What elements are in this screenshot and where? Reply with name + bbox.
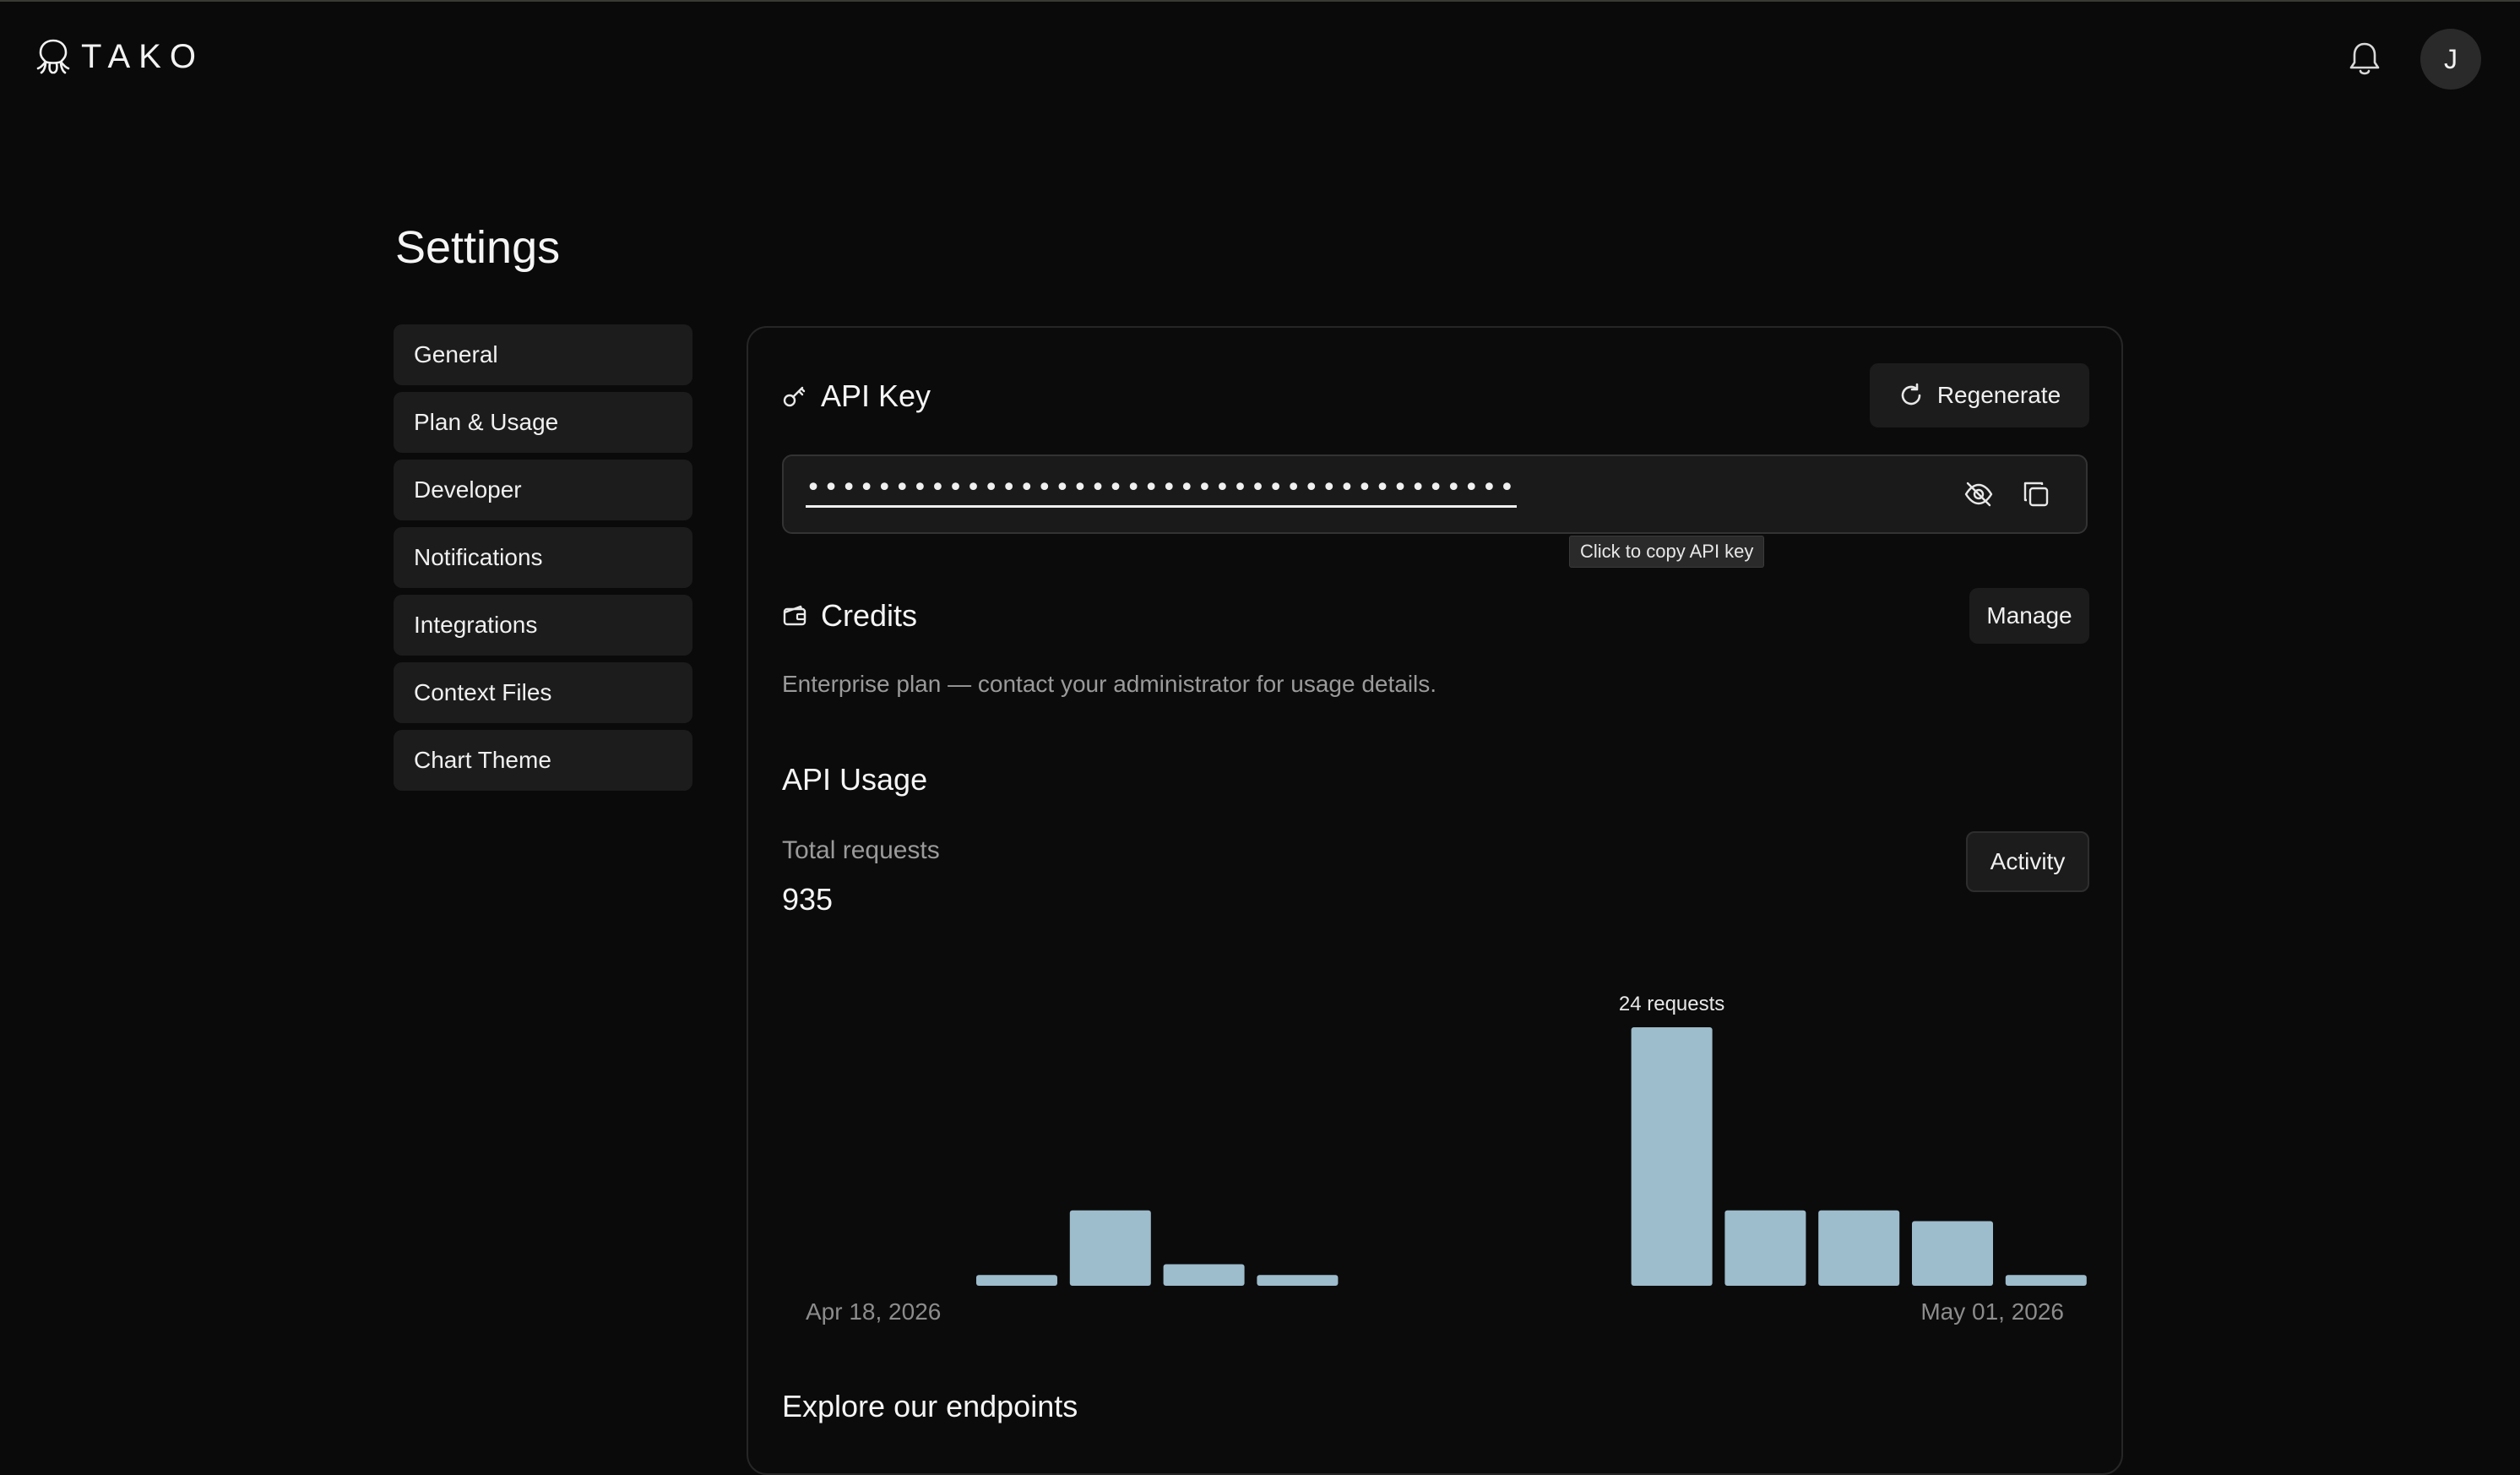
nav-item-general[interactable]: General xyxy=(394,324,692,385)
brand-name: TAKO xyxy=(81,37,204,75)
bar-apr-29[interactable] xyxy=(1818,1210,1900,1286)
bar-apr-30[interactable] xyxy=(1912,1221,1993,1287)
bar-apr-22[interactable] xyxy=(1163,1264,1245,1287)
regenerate-label: Regenerate xyxy=(1936,382,2061,408)
settings-nav: General Plan & Usage Developer Notificat… xyxy=(394,324,692,797)
total-requests-value: 935 xyxy=(782,882,834,917)
nav-item-chart-theme[interactable]: Chart Theme xyxy=(394,730,692,791)
nav-item-context-files[interactable]: Context Files xyxy=(394,662,692,723)
x-tick-end: May 01, 2026 xyxy=(1920,1298,2064,1325)
api-key-header: API Key xyxy=(782,378,931,414)
credits-description: Enterprise plan — contact your administr… xyxy=(782,671,1437,697)
bar-apr-20[interactable] xyxy=(976,1275,1057,1286)
nav-item-plan-usage[interactable]: Plan & Usage xyxy=(394,392,692,453)
nav-item-integrations[interactable]: Integrations xyxy=(394,595,692,656)
nav-item-developer[interactable]: Developer xyxy=(394,460,692,520)
bar-apr-23[interactable] xyxy=(1257,1275,1339,1286)
copy-tooltip: Click to copy API key xyxy=(1569,536,1765,568)
developer-panel: API Key Regenerate •••••••••••••••••••••… xyxy=(747,326,2123,1475)
wallet-icon xyxy=(783,605,807,626)
bar-tooltip-label: 24 requests xyxy=(1619,993,1724,1015)
copy-icon[interactable] xyxy=(2020,478,2052,510)
manage-button[interactable]: Manage xyxy=(1969,588,2089,644)
x-tick-start: Apr 18, 2026 xyxy=(806,1298,941,1325)
bar-apr-27[interactable] xyxy=(1631,1027,1713,1286)
bar-apr-21[interactable] xyxy=(1069,1210,1151,1286)
nav-item-notifications[interactable]: Notifications xyxy=(394,527,692,588)
activity-button[interactable]: Activity xyxy=(1966,831,2089,892)
bell-icon[interactable] xyxy=(2346,39,2383,79)
api-key-masked-value[interactable]: •••••••••••••••••••••••••••••••••••••••• xyxy=(806,475,1518,508)
top-border xyxy=(0,0,2520,2)
usage-bar-chart: 24 requests Apr 18, 2026 May 01, 2026 xyxy=(806,993,2087,1325)
endpoints-title: Explore our endpoints xyxy=(782,1389,1078,1423)
regenerate-button[interactable]: Regenerate xyxy=(1870,363,2089,427)
octopus-icon xyxy=(36,39,70,74)
api-key-field[interactable]: •••••••••••••••••••••••••••••••••••••••• xyxy=(782,454,2088,534)
credits-title: Credits xyxy=(821,598,918,633)
api-usage-title: API Usage xyxy=(782,762,928,797)
api-usage-chart: 24 requests Apr 18, 2026 May 01, 2026 xyxy=(782,978,2091,1401)
total-requests-label: Total requests xyxy=(782,836,940,864)
user-avatar[interactable]: J xyxy=(2420,29,2481,90)
page-title: Settings xyxy=(395,222,561,273)
tako-logo[interactable]: TAKO xyxy=(34,37,204,76)
bar-apr-28[interactable] xyxy=(1724,1210,1806,1286)
eye-off-icon[interactable] xyxy=(1963,478,1995,510)
api-key-title: API Key xyxy=(821,378,931,413)
credits-header: Credits xyxy=(782,598,917,634)
key-icon xyxy=(783,386,806,407)
refresh-icon xyxy=(1901,383,1921,405)
bar-may-01-2026[interactable] xyxy=(2005,1275,2087,1286)
